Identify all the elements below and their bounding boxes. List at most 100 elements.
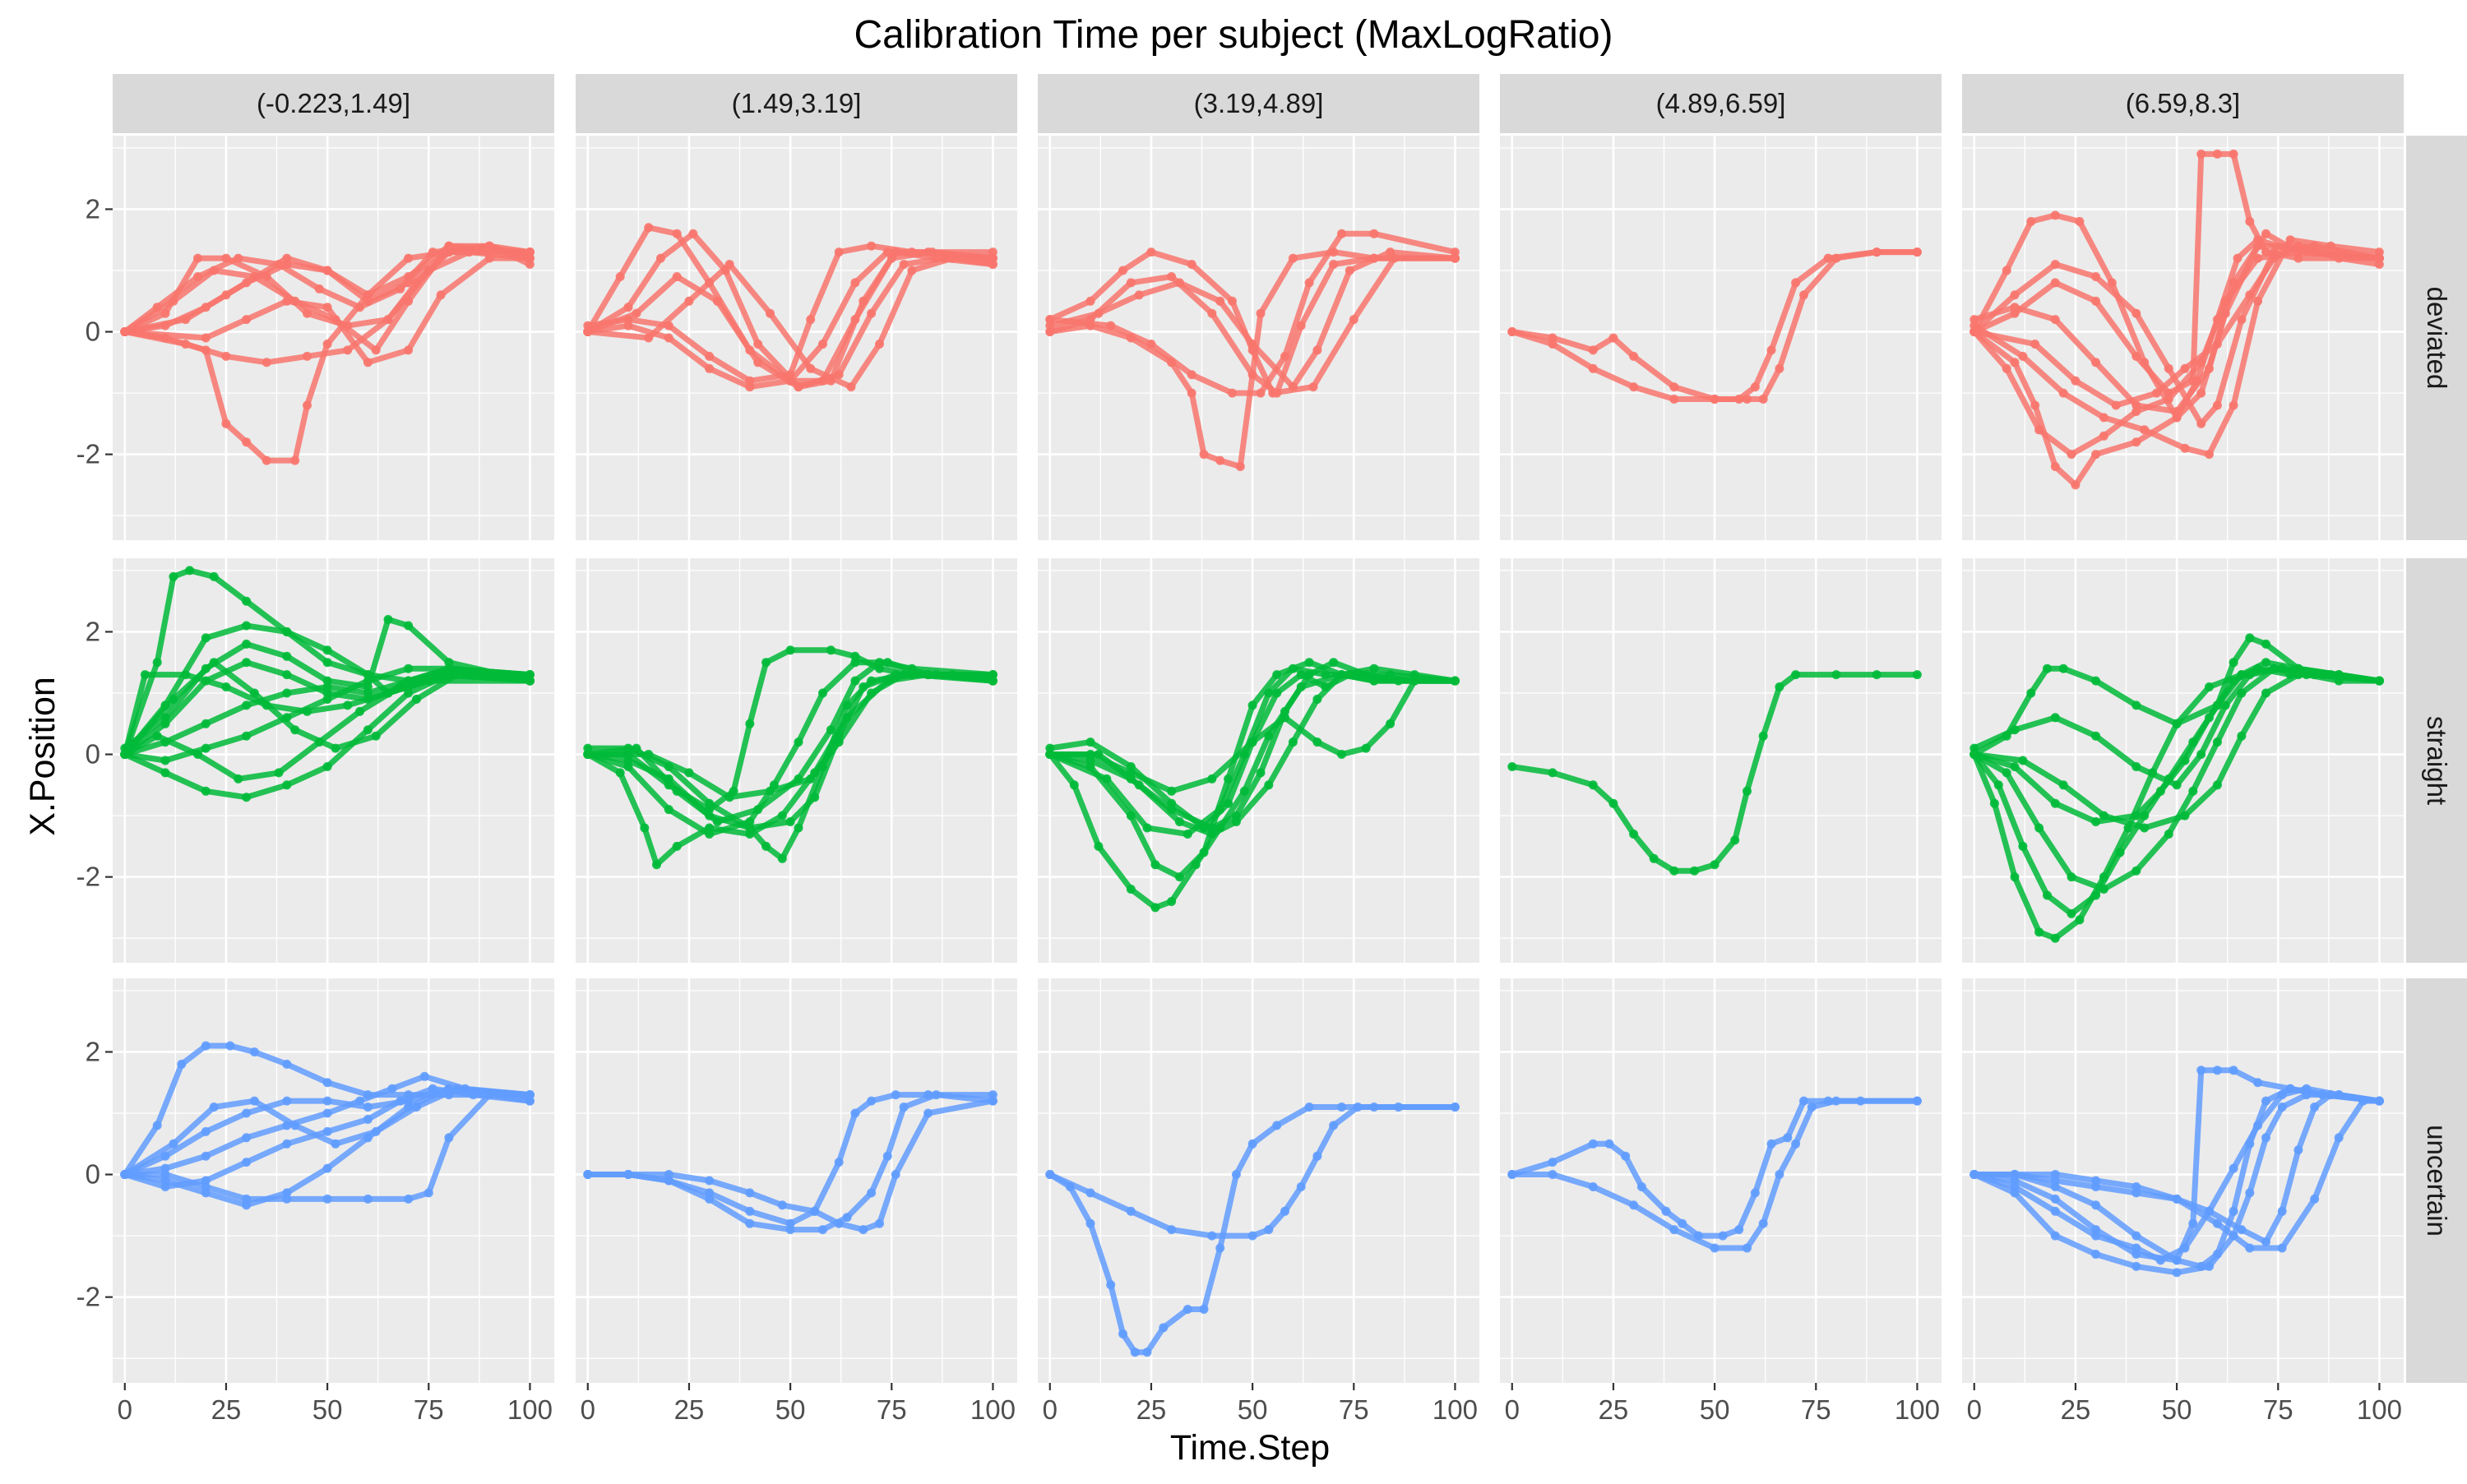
series-point: [1183, 1305, 1192, 1314]
series-point: [1174, 278, 1184, 288]
series-point: [1167, 798, 1177, 808]
series-point: [761, 658, 771, 668]
series-point: [1775, 682, 1784, 691]
series-point: [705, 798, 715, 808]
series-point: [331, 1139, 340, 1149]
panel-series-group: [120, 1041, 535, 1210]
series-point: [2091, 1176, 2101, 1186]
series-point: [428, 247, 437, 257]
series-point: [2050, 798, 2060, 808]
series-point: [2002, 768, 2011, 778]
series-point: [1256, 388, 1266, 398]
series-point: [343, 700, 353, 710]
series-point: [2229, 400, 2238, 410]
series-point: [1231, 817, 1241, 826]
series-point: [1608, 798, 1618, 808]
panel-series-group: [583, 645, 997, 870]
series-point: [355, 1096, 364, 1106]
series-point: [2075, 216, 2085, 226]
series-point: [2030, 340, 2040, 349]
series-point: [834, 1218, 844, 1228]
series-point: [1094, 308, 1104, 318]
series-point: [785, 1225, 795, 1235]
series-point: [867, 308, 877, 318]
series-point: [766, 786, 775, 796]
panel-background: [576, 978, 1017, 1383]
series-point: [923, 1108, 933, 1118]
series-point: [2050, 210, 2060, 220]
series-line: [122, 672, 533, 757]
series-point: [1134, 290, 1144, 300]
series-point: [2237, 315, 2247, 325]
series-point: [899, 670, 909, 680]
series-point: [282, 1096, 292, 1106]
series-point: [1636, 1182, 1646, 1191]
series-point: [209, 1103, 219, 1112]
series-point: [2229, 149, 2238, 159]
series-point: [371, 1126, 381, 1136]
series-point: [745, 1218, 755, 1228]
series-point: [363, 1115, 373, 1124]
x-tick-label: 50: [1238, 1394, 1268, 1425]
series-point: [705, 830, 715, 839]
series-line: [1047, 1104, 1458, 1356]
series-point: [2010, 762, 2020, 771]
series-point: [785, 645, 795, 655]
series-point: [2043, 663, 2052, 673]
series-point: [1106, 1280, 1116, 1290]
panel-series-group: [1045, 1103, 1460, 1357]
y-tick-label: 0: [86, 739, 100, 770]
series-point: [988, 676, 997, 686]
y-tick-label: -2: [76, 862, 100, 892]
series-point: [1304, 1103, 1314, 1112]
series-point: [1312, 695, 1322, 704]
series-point: [2058, 663, 2068, 673]
series-point: [1045, 1170, 1055, 1179]
series-point: [1337, 750, 1346, 759]
series-point: [282, 1194, 292, 1204]
series-point: [363, 358, 373, 368]
series-line: [122, 243, 533, 354]
series-point: [2050, 462, 2060, 471]
series-point: [785, 817, 795, 826]
series-point: [2172, 1268, 2182, 1278]
series-point: [745, 1188, 755, 1198]
series-point: [1247, 1231, 1257, 1241]
panel-series-group: [1507, 670, 1922, 876]
series-point: [2172, 407, 2182, 416]
series-point: [2253, 296, 2263, 306]
series-point: [1507, 1170, 1517, 1179]
series-point: [290, 455, 300, 465]
series-point: [724, 793, 734, 802]
series-point: [242, 793, 252, 802]
series-point: [2196, 1066, 2206, 1075]
series-point: [428, 1084, 437, 1093]
series-point: [424, 1188, 433, 1198]
series-point: [615, 768, 625, 778]
series-point: [907, 247, 917, 257]
series-point: [2180, 443, 2190, 453]
series-line: [122, 1085, 533, 1177]
series-point: [2026, 216, 2036, 226]
series-point: [2010, 1182, 2020, 1191]
series-point: [444, 663, 454, 673]
series-point: [2099, 885, 2108, 894]
series-point: [1993, 780, 2003, 790]
series-point: [766, 308, 775, 318]
series-point: [1588, 1182, 1598, 1191]
series-point: [2180, 1243, 2190, 1253]
series-point: [2030, 400, 2040, 410]
series-point: [623, 315, 633, 325]
series-point: [2205, 713, 2214, 723]
series-point: [2050, 1206, 2060, 1216]
series-point: [2277, 1206, 2287, 1216]
series-point: [1199, 450, 1209, 460]
series-point: [1710, 860, 1719, 870]
series-point: [1174, 872, 1184, 882]
series-point: [1183, 830, 1192, 839]
series-point: [2131, 1261, 2141, 1271]
series-point: [209, 571, 219, 581]
series-point: [322, 645, 332, 655]
series-point: [1621, 1151, 1631, 1161]
series-point: [201, 333, 211, 343]
